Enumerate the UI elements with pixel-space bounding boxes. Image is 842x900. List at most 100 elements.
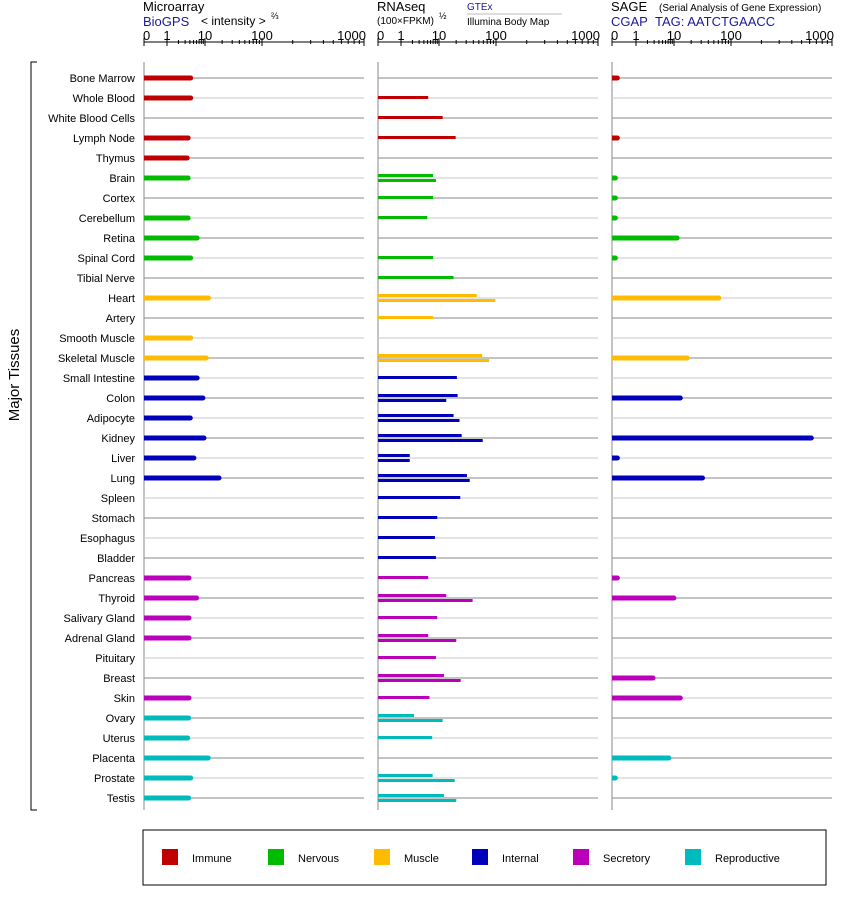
sage-bar-cap [677, 695, 683, 701]
microarray-bar [144, 795, 189, 801]
legend-label: Internal [502, 853, 539, 865]
microarray-bar-cap [203, 355, 209, 361]
microarray-bar [144, 755, 209, 761]
sage-bar-cap [684, 355, 690, 361]
tissue-label: Artery [106, 313, 136, 325]
microarray-bar-cap [205, 755, 211, 761]
rnaseq-illumina-bar [378, 799, 457, 802]
rnaseq-gtex-bar [378, 736, 433, 739]
legend-swatch [685, 849, 701, 865]
rnaseq-gtex-bar [378, 576, 429, 579]
microarray-bar-cap [185, 135, 191, 141]
microarray-tick-label: 100 [251, 28, 273, 43]
rnaseq-gtex-bar [378, 96, 429, 99]
tissue-label: Thyroid [98, 593, 135, 605]
legend-swatch [374, 849, 390, 865]
tissue-label: Uterus [103, 733, 136, 745]
tissue-label: Spinal Cord [78, 253, 135, 265]
legend-swatch [162, 849, 178, 865]
sage-bar [612, 595, 674, 601]
microarray-title: Microarray [143, 0, 205, 14]
microarray-bar [144, 395, 203, 401]
tissue-label: Skin [114, 693, 135, 705]
tissue-label: Lung [111, 473, 135, 485]
tissue-label: Prostate [94, 773, 135, 785]
sage-tag: TAG: AATCTGAACC [655, 14, 775, 29]
microarray-bar-cap [205, 295, 211, 301]
tissue-label: Ovary [106, 713, 136, 725]
microarray-tick-label: 10 [198, 28, 212, 43]
microarray-bar [144, 575, 190, 581]
sage-bar-cap [650, 675, 656, 681]
rnaseq-illumina-bar [378, 639, 457, 642]
legend-label: Reproductive [715, 853, 780, 865]
rnaseq-gtex-bar [378, 434, 462, 437]
tissue-label: Spleen [101, 493, 135, 505]
cgap-link[interactable]: CGAP [611, 14, 648, 29]
microarray-tick-label: 1 [163, 28, 170, 43]
sage-bar [612, 435, 812, 441]
microarray-bar-cap [186, 795, 192, 801]
rnaseq-gtex-bar [378, 394, 458, 397]
microarray-bar-cap [186, 715, 192, 721]
microarray-bar [144, 735, 188, 741]
rnaseq-tick-label: 0 [377, 28, 384, 43]
rnaseq-gtex-bar [378, 496, 461, 499]
microarray-bar-cap [194, 235, 200, 241]
microarray-bar-cap [185, 735, 191, 741]
microarray-bar [144, 615, 190, 621]
sage-bar [612, 575, 618, 581]
tissue-label: Cerebellum [79, 213, 135, 225]
rnaseq-gtex-bar [378, 354, 483, 357]
sage-bar-cap [614, 455, 620, 461]
microarray-bar-cap [188, 335, 194, 341]
sage-bar-cap [677, 395, 683, 401]
rnaseq-gtex-bar [378, 196, 434, 199]
microarray-bar [144, 255, 191, 261]
rnaseq-tick-label: 1000 [571, 28, 600, 43]
y-group-label: Major Tissues [6, 329, 23, 422]
rnaseq-illumina-bar [378, 679, 461, 682]
rnaseq-gtex-bar [378, 616, 438, 619]
microarray-bar [144, 595, 197, 601]
microarray-bar [144, 435, 204, 441]
sage-tick-label: 100 [720, 28, 742, 43]
sage-subtitle: (Serial Analysis of Gene Expression) [659, 3, 821, 14]
tissue-label: Lymph Node [73, 133, 135, 145]
rnaseq-gtex-bar [378, 516, 438, 519]
rnaseq-gtex-bar [378, 634, 429, 637]
microarray-bar-cap [185, 215, 191, 221]
sage-tick-label: 1 [632, 28, 639, 43]
rnaseq-gtex-bar [378, 174, 434, 177]
microarray-bar [144, 635, 190, 641]
sage-bar-cap [614, 575, 620, 581]
microarray-tick-label: 0 [143, 28, 150, 43]
microarray-bar-cap [186, 695, 192, 701]
sage-bar-cap [808, 435, 814, 441]
biogps-link[interactable]: BioGPS [143, 14, 190, 29]
rnaseq-gtex-bar [378, 556, 436, 559]
microarray-bar [144, 135, 189, 141]
sage-bar-cap [612, 775, 618, 781]
microarray-bar [144, 455, 194, 461]
sage-bar-cap [674, 235, 680, 241]
rnaseq-unit-exponent: ½ [439, 11, 447, 21]
tissue-label: Placenta [92, 753, 136, 765]
tissue-label: Brain [109, 173, 135, 185]
tissue-label: Stomach [92, 513, 135, 525]
microarray-unit: < intensity > [201, 14, 266, 28]
rnaseq-illumina-bar [378, 459, 410, 462]
sage-bar-cap [612, 175, 618, 181]
microarray-bar [144, 375, 198, 381]
rnaseq-illumina-bar [378, 479, 470, 482]
sage-bar-cap [614, 75, 620, 81]
gtex-label[interactable]: GTEx [467, 2, 493, 13]
rnaseq-tick-label: 1 [397, 28, 404, 43]
tissue-label: Thymus [96, 153, 136, 165]
microarray-bar-cap [200, 395, 206, 401]
microarray-bar [144, 335, 191, 341]
rnaseq-illumina-bar [378, 299, 496, 302]
microarray-bar [144, 415, 191, 421]
rnaseq-illumina-bar [378, 599, 473, 602]
legend-swatch [573, 849, 589, 865]
